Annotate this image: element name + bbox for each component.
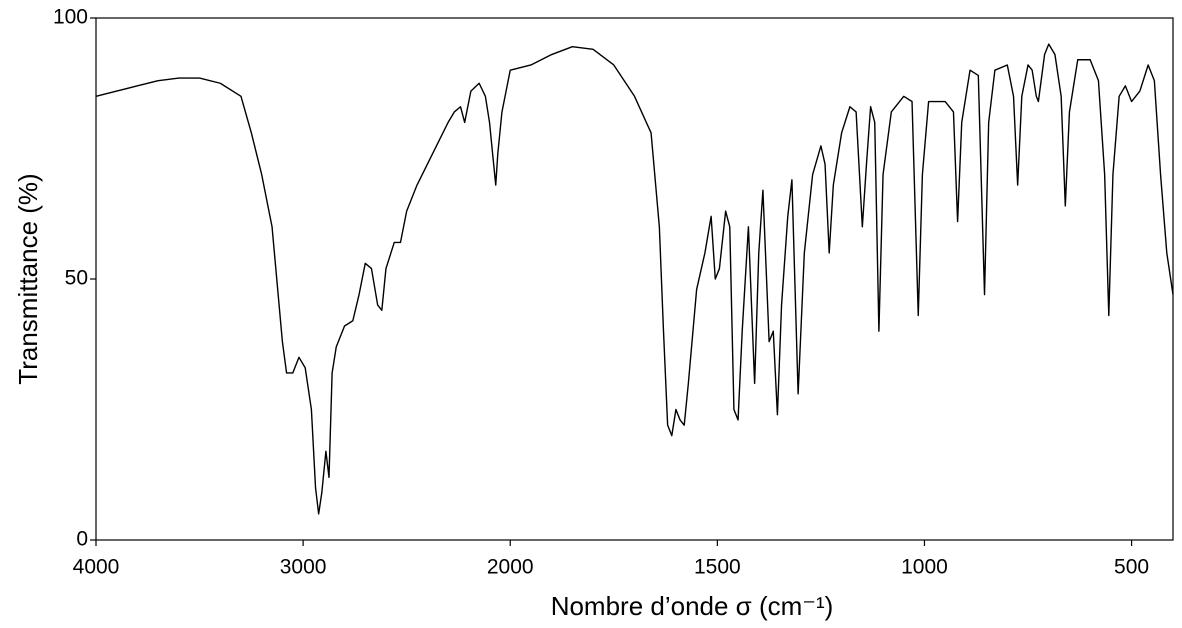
x-tick-label: 1000 — [901, 556, 948, 579]
x-tick-label: 2000 — [487, 556, 534, 579]
x-tick-label: 1500 — [694, 556, 741, 579]
y-tick-label: 0 — [76, 528, 88, 551]
x-tick-label: 500 — [1114, 556, 1149, 579]
x-axis-title: Nombre d’onde σ (cm⁻¹) — [551, 591, 834, 621]
y-tick-label: 50 — [65, 267, 88, 290]
y-tick-label: 100 — [53, 6, 88, 29]
y-axis-title: Transmittance (%) — [13, 173, 43, 384]
x-tick-label: 3000 — [280, 556, 327, 579]
x-tick-label: 4000 — [73, 556, 120, 579]
spectrum-line — [95, 43, 1174, 515]
